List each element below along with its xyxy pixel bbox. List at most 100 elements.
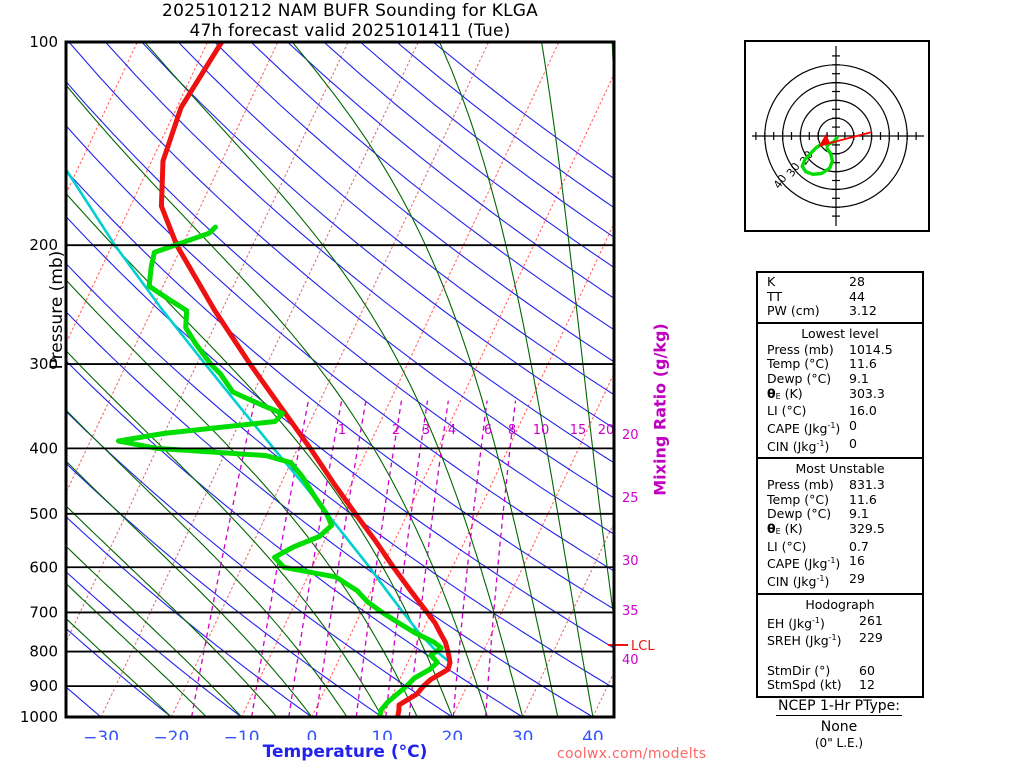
moist-adiabat-line [66,617,172,717]
stat-row: CIN (Jkg-1) 29 [758,570,922,590]
mixing-ratio-label: 8 [508,423,516,438]
stat-value: 9.1 [849,506,869,522]
lowest-level-box: Lowest level Press (mb) 1014.5 Temp (°C) 11… [756,321,924,458]
dry-adiabat-line [177,42,614,396]
stat-key: Press (mb) [767,477,834,493]
isotherm-line [66,42,279,495]
dry-adiabat-line [66,627,172,717]
mixing-ratio-line [315,400,367,717]
temperature-tick-label: −30 [83,728,119,740]
temperature-tick-label: 20 [442,728,464,740]
stat-row: Press (mb) 1014.5 [758,341,922,358]
dry-adiabat-line [66,310,594,717]
mixing-ratio-axis-tick: 25 [622,491,639,506]
stat-key: CIN (Jkg-1) [767,573,830,590]
stat-value: 329.5 [849,521,885,537]
temperature-axis-label: Temperature (°C) [262,742,428,762]
sounding-stats-panel: K 28 TT 44 PW (cm) 3.12 Lowest level Press (m… [756,271,924,698]
temperature-tick-label: 10 [371,728,393,740]
stat-value: 11.6 [849,491,877,507]
ptype-value: None [820,719,858,735]
mixing-ratio-line [190,400,256,717]
dry-adiabat-line [66,462,383,717]
stat-key: Dewp (°C) [767,506,832,522]
mixing-ratio-axis-tick: 35 [622,604,639,619]
stat-row: Dewp (°C) 9.1 [758,507,922,522]
mixing-ratio-label: 3 [422,423,430,438]
temperature-tick-label: 30 [512,728,534,740]
stat-key: K [767,274,776,289]
stat-row: Dewp (°C) 9.1 [758,370,922,387]
chart-title: 2025101212 NAM BUFR Sounding for KLGA 47… [0,1,700,41]
stat-key: TT [767,288,783,304]
moist-adiabat-line [66,545,243,717]
lcl-label: LCL [631,639,655,654]
pressure-tick-label: 1000 [20,708,58,726]
stat-value: 261 [859,612,883,628]
mixing-ratio-line [484,400,517,717]
isotherm-line [451,371,614,717]
stat-row: CAPE (Jkg-1) 16 [758,554,922,572]
dry-adiabat-line [141,42,614,430]
stat-row: θE (K) 329.5 [758,521,922,540]
stat-value: 12 [859,677,875,693]
dry-adiabat-line [66,124,614,572]
mixing-ratio-label: 2 [392,423,400,438]
skewt-background-lines [66,42,614,717]
moist-adiabat-line [541,42,614,623]
stat-value: 3.12 [849,303,877,319]
isotherm-line [170,42,490,717]
dry-adiabat-line [66,515,313,717]
stat-key [767,649,859,664]
ptype-title: NCEP 1-Hr PType: [776,698,902,716]
pressure-tick-label: 300 [29,355,58,373]
hodograph-ring-label: 30 [784,160,803,179]
stat-row: SREH (Jkg-1) 229 [758,631,922,649]
moist-adiabat-line [291,42,559,717]
moist-adiabat-line [66,460,313,717]
dry-adiabat-line [250,42,614,331]
stat-row: LI (°C) 0.7 [758,539,922,555]
stat-key: θE (K) [767,521,803,537]
storm-motion-arrow [818,133,830,146]
mixing-ratio-line [355,400,403,717]
dry-adiabat-line [68,42,614,499]
stat-value: 0 [849,435,857,451]
skewt-diagram[interactable]: 1 2 3 4 6 8 10 15 201002003004005006007008009001… [0,0,670,740]
stat-row: StmDir (°) 60 [758,662,922,679]
stat-row: Temp (°C) 11.6 [758,357,922,372]
stat-value: 60 [859,662,875,678]
dry-adiabat-line [66,80,614,535]
dry-adiabat-line [66,262,614,689]
stat-value: 29 [849,570,865,586]
stat-value: 16.0 [849,403,877,419]
moist-adiabat-line [66,349,383,717]
isotherm-line [241,42,560,717]
moist-adiabat-line [66,582,207,717]
pressure-tick-label: 100 [29,33,58,51]
mixing-ratio-label: 1 [338,423,346,438]
stat-key: θE (K) [767,385,803,401]
pressure-tick-label: 700 [29,603,58,621]
stat-value: 9.1 [849,370,869,386]
moist-adiabat-line [66,279,418,717]
stat-key: CIN (Jkg-1) [767,438,830,454]
mixing-ratio-line [452,400,488,717]
stat-key: Press (mb) [767,341,834,357]
lowest-level-heading: Lowest level [801,325,879,341]
title-line-2: 47h forecast valid 2025101411 (Tue) [189,21,511,41]
mixing-ratio-label: 20 [598,423,615,438]
stat-value: 28 [849,274,865,289]
temperature-tick-label: 40 [582,728,604,740]
moist-adiabat-line [66,505,278,717]
stat-value: 0 [849,417,857,433]
stat-row: LI (°C) 16.0 [758,404,922,419]
stat-key: Temp (°C) [767,356,830,372]
stability-indices-box: K 28 TT 44 PW (cm) 3.12 [756,271,924,322]
mixing-ratio-axis-tick: 30 [622,554,639,569]
dry-adiabat-line [66,169,614,610]
stat-row: CIN (Jkg-1) 0 [758,435,922,455]
title-line-1: 2025101212 NAM BUFR Sounding for KLGA [162,1,538,21]
